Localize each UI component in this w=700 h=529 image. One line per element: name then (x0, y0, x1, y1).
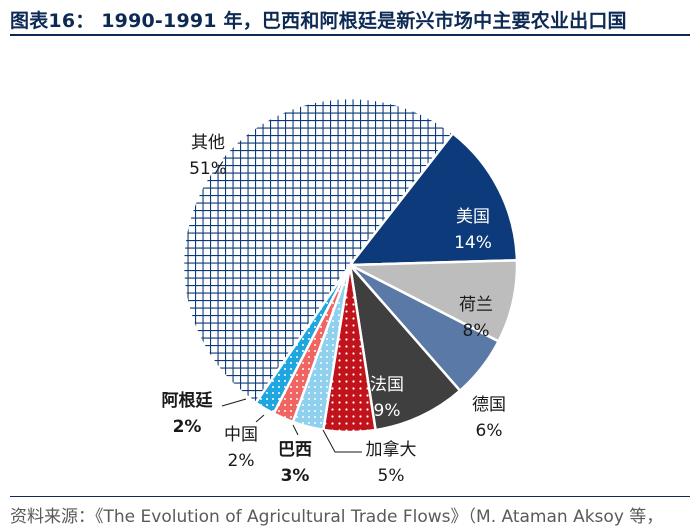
leader-line-7 (255, 414, 265, 423)
slice-value-3: 6% (476, 421, 503, 441)
pie-slice-4 (348, 260, 462, 432)
slice-value-4: 9% (374, 401, 401, 421)
pie-slice-1 (347, 131, 519, 267)
chart-title: 图表16： 1990-1991 年，巴西和阿根廷是新兴市场中主要农业出口国 (10, 10, 627, 32)
leader-line-6 (292, 424, 299, 436)
source-note: 资料来源：《The Evolution of Agricultural Trad… (10, 507, 664, 527)
slice-label-7: 中国 (224, 425, 258, 445)
slice-label-3: 德国 (472, 395, 506, 415)
slice-label-5: 加拿大 (366, 439, 417, 460)
slice-value-9: 51% (189, 159, 227, 179)
slice-label-1: 美国 (456, 207, 490, 227)
slice-value-5: 5% (378, 466, 405, 486)
leader-line-8 (221, 398, 247, 407)
source-divider (10, 496, 690, 497)
slice-value-2: 8% (463, 321, 490, 341)
pie-slice-9 (181, 96, 455, 405)
slice-value-8: 2% (173, 417, 202, 437)
slice-value-6: 3% (281, 466, 310, 486)
slice-label-6: 巴西 (278, 440, 312, 460)
title-divider (10, 34, 690, 36)
slice-label-4: 法国 (370, 375, 404, 395)
slice-value-7: 2% (228, 451, 255, 471)
slice-value-1: 14% (454, 233, 492, 253)
leader-line-5 (322, 429, 362, 453)
slice-label-9: 其他 (191, 133, 225, 153)
slice-label-8: 阿根廷 (162, 390, 214, 411)
slice-label-2: 荷兰 (459, 295, 493, 315)
